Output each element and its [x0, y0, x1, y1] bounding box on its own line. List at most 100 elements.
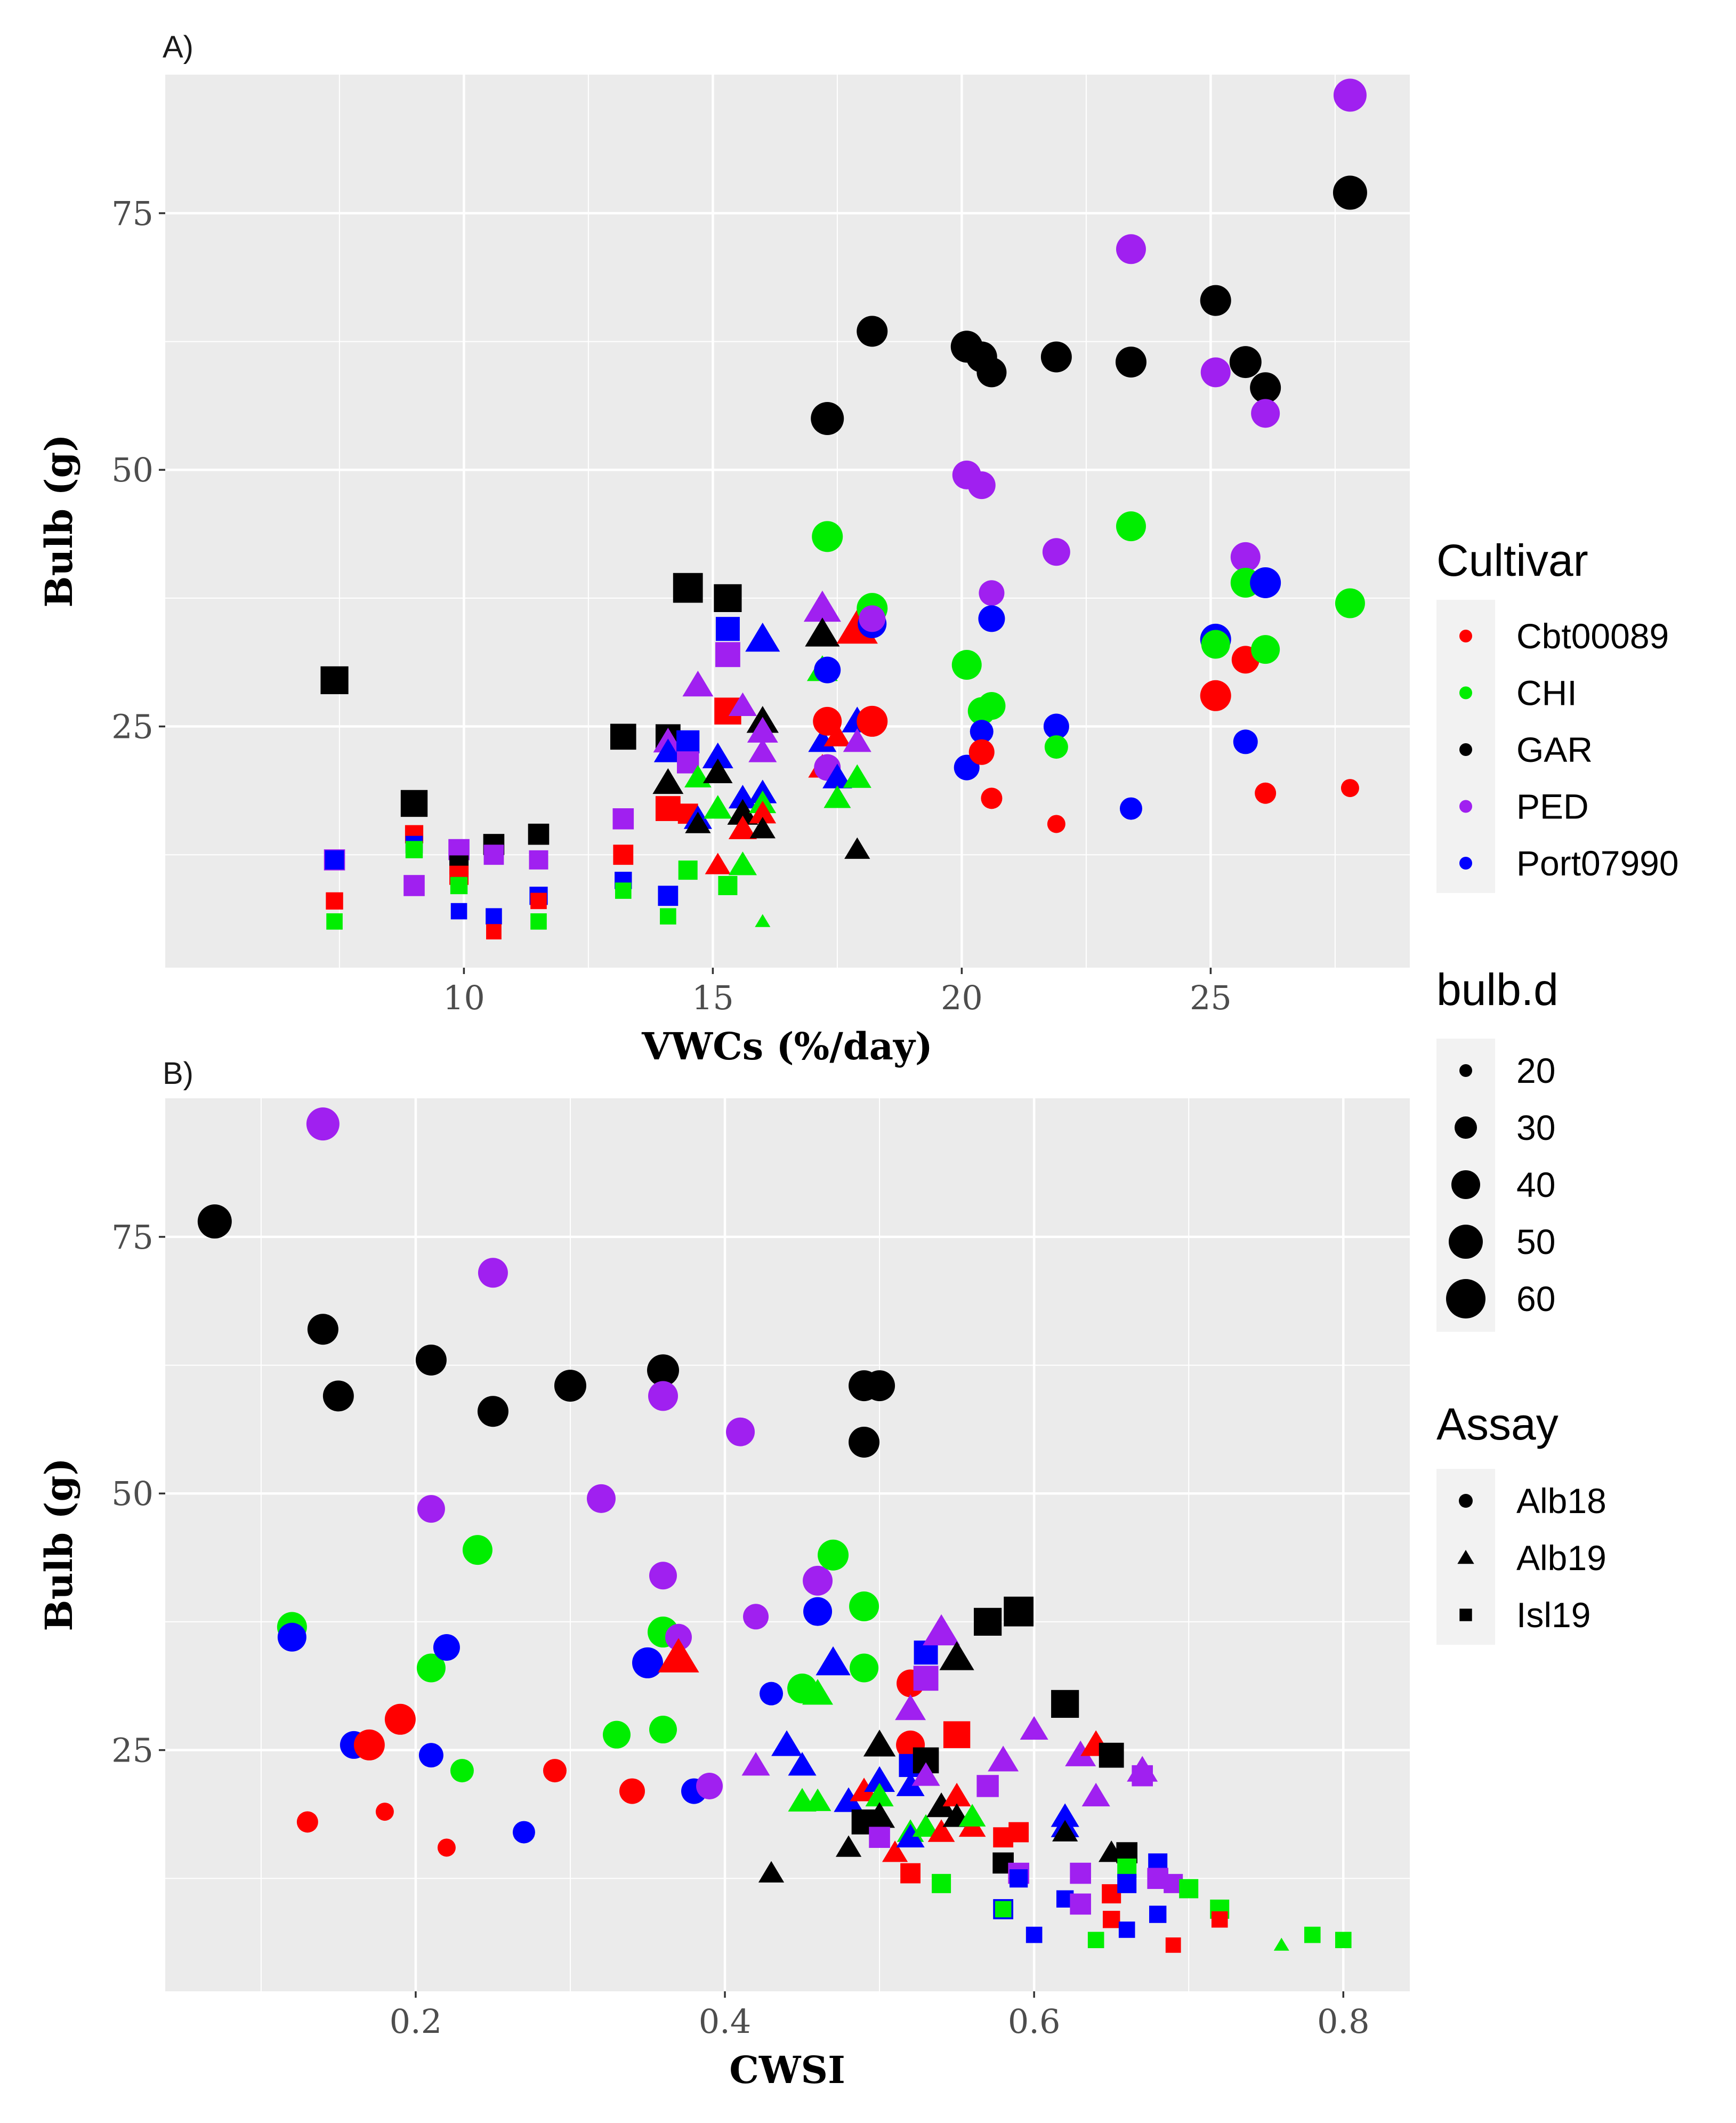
- panel-a-point: [1042, 538, 1070, 566]
- panel-b-point: [1117, 1873, 1137, 1893]
- panel-b-point: [1179, 1879, 1199, 1899]
- panel-b-x-tick-label: 0.2: [390, 2002, 442, 2041]
- legend-cultivar-swatch: [1459, 630, 1472, 642]
- panel-b-point: [939, 1641, 974, 1670]
- panel-b-point: [648, 1381, 678, 1411]
- panel-b-point: [649, 1562, 677, 1590]
- panel-b-point: [415, 1344, 447, 1376]
- panel-a-point: [486, 908, 502, 925]
- panel-b-point: [1273, 1937, 1289, 1951]
- panel-a-point: [822, 763, 852, 789]
- panel-b-point: [665, 1623, 692, 1651]
- panel-a-point: [978, 605, 1005, 632]
- panel-b-point: [384, 1703, 416, 1735]
- panel-a-point: [702, 742, 733, 769]
- legend-assay-swatch: [1459, 1494, 1473, 1508]
- panel-b-point: [375, 1803, 394, 1821]
- panel-b-point: [554, 1370, 586, 1402]
- panel-a-point: [805, 617, 840, 647]
- panel-b-y-tick-label: 25: [111, 1731, 154, 1770]
- panel-a-point: [1251, 635, 1280, 664]
- panel-a-point: [682, 670, 714, 697]
- legend-bulb-d-label: 60: [1516, 1279, 1555, 1318]
- panel-a-y-tick-label: 50: [111, 451, 154, 489]
- panel-b-point: [943, 1721, 971, 1748]
- panel-a-point: [1115, 347, 1146, 378]
- panel-a: A) 25 50 75 10 15 20 25 VWCs (%/day) Bulb (g): [37, 30, 1410, 1068]
- panel-b-point: [353, 1729, 385, 1760]
- panel-a-plot-area: [165, 75, 1410, 968]
- panel-b-x-axis-title: CWSI: [729, 2048, 845, 2092]
- legend-cultivar-label: PED: [1516, 787, 1589, 826]
- panel-a-y-tick-label: 75: [111, 194, 154, 233]
- panel-a-point: [823, 723, 851, 746]
- panel-b-point: [726, 1417, 755, 1446]
- panel-b-point: [802, 1679, 834, 1705]
- panel-a-point: [1116, 511, 1146, 542]
- panel-a-point: [685, 811, 711, 833]
- panel-b-x-tick-label: 0.6: [1008, 2002, 1061, 2041]
- panel-b-point: [803, 1565, 833, 1596]
- panel-b-point: [450, 1759, 474, 1783]
- panel-a-point: [1229, 346, 1262, 379]
- panel-a-point: [1119, 797, 1142, 820]
- panel-a-point: [530, 892, 547, 910]
- panel-b-point: [834, 1787, 863, 1812]
- panel-a-point: [979, 580, 1005, 606]
- panel-a-point: [1333, 175, 1367, 210]
- panel-b-point: [976, 1775, 999, 1797]
- panel-b-point: [1070, 1862, 1091, 1884]
- panel-b-point: [658, 1638, 699, 1672]
- legend-bulb-d-title: bulb.d: [1436, 964, 1559, 1015]
- panel-a-point: [615, 882, 632, 899]
- legend-cultivar-title: Cultivar: [1436, 535, 1588, 585]
- panel-b-point: [512, 1821, 535, 1844]
- panel-b-points: [197, 1107, 1352, 1953]
- panel-a-point: [843, 728, 871, 752]
- panel-b-point: [437, 1838, 456, 1857]
- panel-b-point: [923, 1614, 960, 1646]
- panel-a-point: [857, 705, 888, 737]
- legend-bulb-d-label: 30: [1516, 1108, 1555, 1147]
- panel-b-x-tick-label: 0.8: [1317, 2002, 1370, 2041]
- panel-a-point: [704, 795, 732, 819]
- panel-a-point: [405, 841, 423, 858]
- panel-b-x-tick-label: 0.4: [699, 2002, 752, 2041]
- legend-assay-label: Isl19: [1516, 1595, 1590, 1635]
- panel-b-point: [803, 1597, 833, 1626]
- panel-b-point: [632, 1647, 663, 1678]
- legend-cultivar-swatch: [1459, 686, 1472, 699]
- panel-a-point: [610, 723, 636, 750]
- panel-a-point: [1043, 713, 1069, 739]
- panel-a-point: [530, 913, 547, 930]
- panel-a-point: [450, 903, 467, 920]
- legend-cultivar-label: Port07990: [1516, 843, 1679, 883]
- panel-b-point: [277, 1622, 306, 1652]
- panel-a-point: [1335, 588, 1365, 618]
- panel-a-point: [1233, 729, 1258, 754]
- panel-b-point: [1020, 1716, 1048, 1740]
- panel-b-point: [864, 1766, 895, 1792]
- panel-a-point: [811, 401, 844, 435]
- panel-b-point: [850, 1653, 879, 1683]
- panel-b-point: [1004, 1596, 1034, 1627]
- panel-b-point: [869, 1827, 890, 1848]
- panel-a-point: [727, 799, 758, 825]
- legend-bulb-d-label: 20: [1516, 1051, 1555, 1090]
- panel-b-point: [932, 1873, 951, 1893]
- panel-b-point: [850, 1778, 878, 1802]
- panel-b-point: [307, 1314, 338, 1345]
- panel-a-point: [653, 738, 682, 762]
- panel-b-point: [896, 1772, 925, 1796]
- panel-a-point: [714, 584, 742, 612]
- panel-a-point: [400, 790, 428, 817]
- panel-a-x-tick-label: 15: [692, 978, 734, 1017]
- legend-cultivar-label: GAR: [1516, 730, 1593, 769]
- panel-a-point: [673, 573, 703, 603]
- panel-a-point: [755, 914, 771, 927]
- panel-a-point: [486, 924, 502, 940]
- panel-a-point: [676, 730, 700, 754]
- panel-b-point: [882, 1840, 908, 1862]
- panel-b-x-ticks: 0.2 0.4 0.6 0.8: [390, 1991, 1370, 2041]
